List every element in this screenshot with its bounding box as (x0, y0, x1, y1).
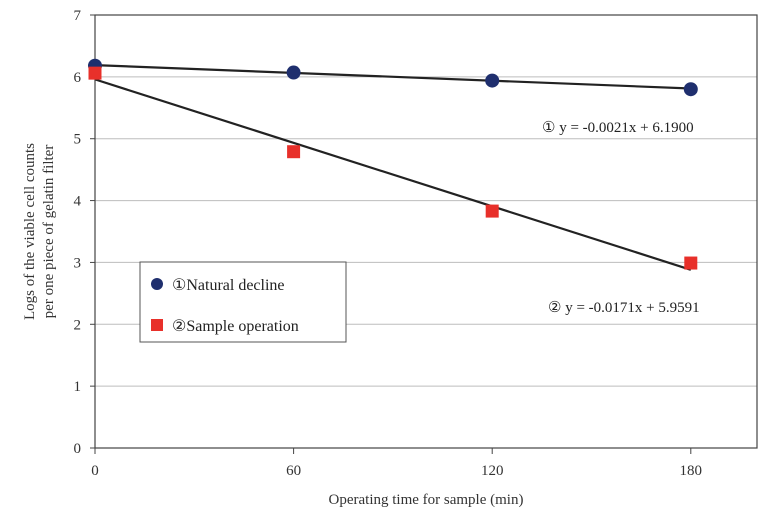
point-series-1-1 (287, 145, 301, 159)
x-tick-label-180: 180 (680, 463, 703, 479)
x-axis-title: Operating time for sample (min) (329, 492, 524, 508)
trend-line-series-1 (94, 78, 692, 271)
equation-label-series-1: ② y = -0.0171x + 5.9591 (548, 300, 700, 316)
y-tick-label-6: 6 (74, 70, 82, 86)
x-tick-label-60: 60 (286, 463, 301, 479)
point-series-1-2 (485, 204, 499, 218)
point-series-0-3 (683, 82, 698, 97)
y-axis-title-line-1: Logs of the viable cell counts (22, 143, 38, 320)
y-tick-label-0: 0 (74, 441, 82, 457)
y-tick-label-7: 7 (74, 8, 82, 24)
legend-marker-natural-decline (151, 278, 163, 290)
x-axis-ticks: 0 60 120 180 (91, 448, 702, 479)
y-axis-title-line-2: per one piece of gelatin filter (41, 145, 57, 319)
data-points (88, 58, 698, 270)
trend-line-series-0 (94, 64, 691, 90)
x-tick-label-120: 120 (481, 463, 504, 479)
equation-labels: ① y = -0.0021x + 6.1900 ② y = -0.0171x + … (542, 120, 700, 316)
legend-box (139, 261, 347, 343)
legend-marker-sample-operation (151, 319, 163, 331)
y-tick-label-2: 2 (74, 317, 82, 333)
y-tick-label-1: 1 (74, 379, 82, 395)
point-series-0-2 (485, 73, 500, 88)
legend-label-sample-operation: ②Sample operation (172, 318, 299, 335)
plot-area (94, 14, 758, 449)
point-series-1-3 (684, 256, 698, 270)
trend-lines (94, 64, 692, 271)
equation-label-series-0: ① y = -0.0021x + 6.1900 (542, 120, 694, 136)
y-tick-label-4: 4 (74, 194, 82, 210)
y-tick-label-5: 5 (74, 132, 82, 148)
point-series-0-1 (286, 65, 301, 80)
x-tick-label-0: 0 (91, 463, 99, 479)
y-axis-ticks: 0 1 2 3 4 5 6 7 (74, 8, 95, 457)
legend: ①Natural decline ②Sample operation (139, 261, 347, 343)
legend-label-natural-decline: ①Natural decline (172, 277, 285, 294)
y-tick-label-3: 3 (74, 255, 82, 271)
point-series-1-0 (88, 66, 102, 80)
